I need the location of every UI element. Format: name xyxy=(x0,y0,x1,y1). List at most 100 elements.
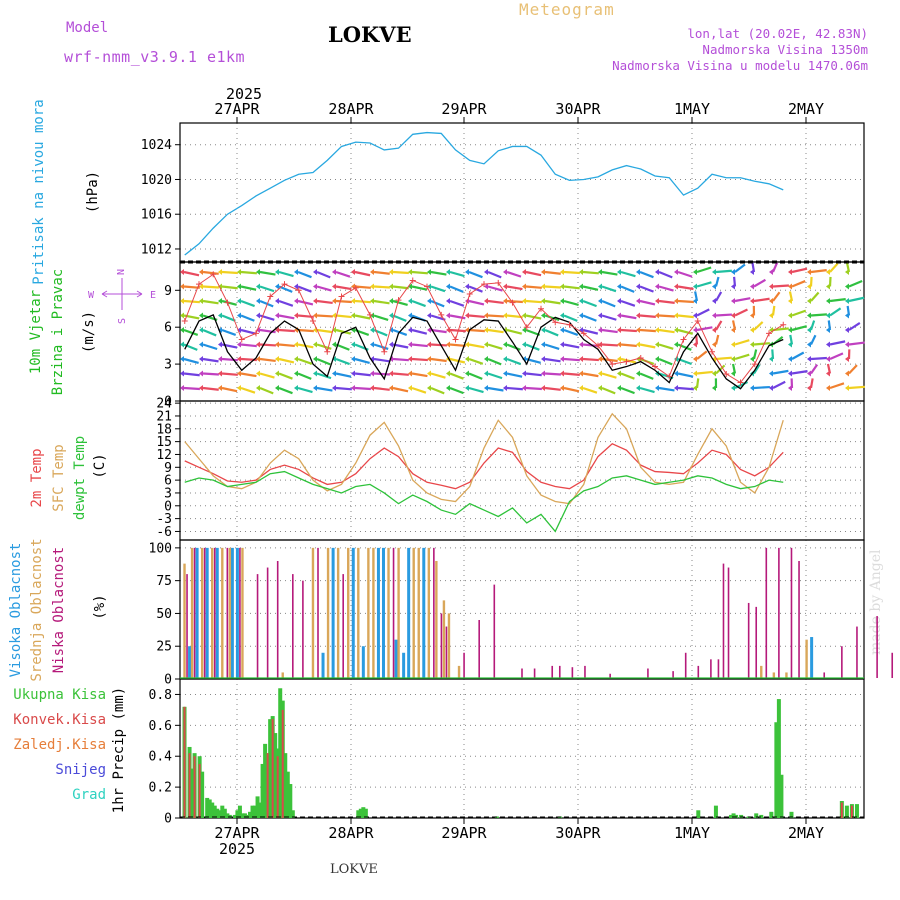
precip-total-bar xyxy=(844,805,849,818)
wind-arrow xyxy=(278,328,295,333)
wind-arrow xyxy=(373,372,390,376)
wind-arrow xyxy=(734,339,750,346)
top-year-label: 2025 xyxy=(226,85,262,103)
wind-arrow xyxy=(601,372,617,379)
wind-arrow xyxy=(829,262,839,273)
wind-arrow-head xyxy=(180,356,184,362)
wind-arrow-head xyxy=(275,370,279,377)
wind-arrow xyxy=(525,386,542,391)
wind-arrow xyxy=(449,285,464,293)
wind-unit: (m/s) xyxy=(81,311,97,353)
wind-arrow-head xyxy=(598,327,602,333)
wind-arrow xyxy=(791,267,808,274)
wind-arrow xyxy=(639,314,656,318)
precip-total-bar xyxy=(283,753,288,818)
wind-arrow-head xyxy=(617,356,621,362)
wind-gust-mark xyxy=(324,348,331,355)
precip-total-bar xyxy=(215,808,220,818)
wind-arrow-head xyxy=(370,298,374,304)
wind-arrow xyxy=(506,343,521,351)
y-tick-label: 0 xyxy=(164,499,172,514)
wind-arrow-head xyxy=(674,283,678,290)
wind-arrow-head xyxy=(617,327,621,333)
precip-total-bar xyxy=(248,811,252,818)
wind-arrow xyxy=(506,270,522,278)
wind-arrow-head xyxy=(503,269,507,275)
precip-total-bar xyxy=(237,805,242,818)
wind-gust-mark xyxy=(181,318,188,325)
wind-arrow-head xyxy=(769,385,773,391)
wind-arrow-head xyxy=(180,312,184,319)
wind-arrow-head xyxy=(370,341,374,348)
precip-conv-bar xyxy=(281,709,284,818)
wind-arrow-head xyxy=(294,370,298,377)
wind-arrow-head xyxy=(408,370,412,377)
precip-total-bar xyxy=(273,733,278,818)
wind-arrow-head xyxy=(256,356,260,362)
precip-total-bar xyxy=(260,763,265,818)
wind-arrow-head xyxy=(674,327,678,333)
wind-arrow xyxy=(487,386,504,392)
precip-total-bar xyxy=(258,802,263,818)
wind-arrow-head xyxy=(503,370,507,377)
wind-arrow xyxy=(221,270,238,275)
wind-arrow-head xyxy=(313,312,317,319)
wind-arrow xyxy=(734,353,750,361)
wind-gust-mark xyxy=(552,319,559,326)
wind-gust-mark xyxy=(495,279,502,286)
wind-arrow-head xyxy=(617,385,621,391)
wind-gust-mark xyxy=(723,370,730,377)
wind-gust-mark xyxy=(395,297,402,304)
precip-total-bar xyxy=(210,802,215,818)
wind-arrow xyxy=(620,299,636,307)
wind-arrow-head xyxy=(560,283,564,290)
wind-arrow-head xyxy=(598,356,602,362)
wind-arrow-head xyxy=(693,341,697,348)
wind-arrow-head xyxy=(199,327,203,333)
model-label: Model xyxy=(66,20,109,36)
wind-arrow-head xyxy=(693,283,697,290)
wind-arrow xyxy=(430,357,447,363)
wind-arrow xyxy=(411,328,428,335)
wind-arrow-head xyxy=(275,312,279,319)
wind-arrow xyxy=(829,352,844,361)
wind-arrow-head xyxy=(674,370,678,377)
wind-gust-mark xyxy=(751,361,758,368)
wind-arrow xyxy=(430,386,445,395)
wind-arrow xyxy=(392,299,408,306)
wind-arrow-head xyxy=(332,298,336,304)
wind-arrow xyxy=(677,270,693,278)
wind-arrow-head xyxy=(351,298,355,304)
precip-total-bar xyxy=(776,699,781,818)
wind-arrow-head xyxy=(807,385,811,391)
wind-arrow-head xyxy=(465,385,469,391)
precip-total-bar xyxy=(285,771,290,818)
wind-arrow xyxy=(392,357,409,362)
wind-gust-mark xyxy=(580,330,587,337)
wind-arrow-head xyxy=(636,312,640,319)
wind-arrow xyxy=(316,357,331,366)
precip-conv-bar xyxy=(840,802,843,818)
wind-arrow xyxy=(848,341,865,346)
wind-arrow-head xyxy=(560,312,564,319)
wind-arrow xyxy=(809,276,813,287)
wind-arrow xyxy=(639,386,655,394)
bottom-year-label: 2025 xyxy=(219,840,255,858)
wind-arrow xyxy=(809,320,816,331)
wind-arrow-head xyxy=(484,370,488,377)
wind-arrow-head xyxy=(617,283,621,290)
top-date-label: 1MAY xyxy=(674,100,710,118)
wind-arrow xyxy=(373,343,389,351)
wind-arrow-head xyxy=(351,341,355,348)
wind-arrow-head xyxy=(313,298,317,304)
wind-arrow xyxy=(373,386,390,391)
wind-arrow xyxy=(259,270,276,276)
wind-arrow-head xyxy=(332,269,336,275)
wind-arrow xyxy=(810,356,827,361)
wind-arrow xyxy=(183,270,200,277)
wind-arrow xyxy=(259,285,275,293)
y-tick-label: 50 xyxy=(156,607,172,622)
wind-arrow-head xyxy=(218,283,222,290)
wind-gust-mark xyxy=(338,293,345,300)
wind-gust-mark xyxy=(238,336,245,343)
